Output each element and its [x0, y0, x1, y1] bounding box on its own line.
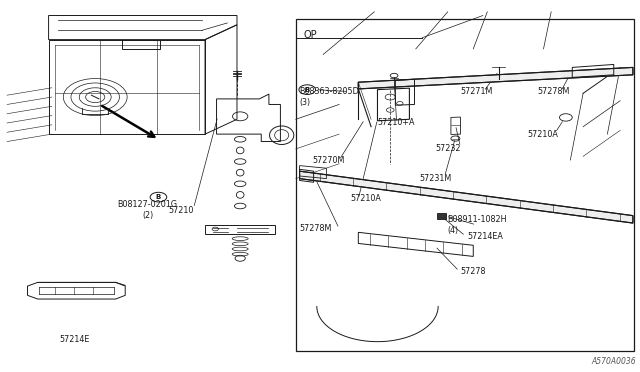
Text: B08363-8205D
(3): B08363-8205D (3) — [300, 87, 359, 107]
Text: 57271M: 57271M — [461, 87, 493, 96]
Text: 57278M: 57278M — [300, 224, 332, 233]
Text: A570A0036: A570A0036 — [591, 357, 636, 366]
Text: B08911-1082H
(4): B08911-1082H (4) — [448, 215, 508, 235]
Text: 57214EA: 57214EA — [467, 231, 503, 241]
Text: 57210A: 57210A — [351, 195, 381, 203]
Polygon shape — [358, 67, 633, 89]
Text: 57270M: 57270M — [312, 155, 345, 164]
Text: 57278M: 57278M — [537, 87, 570, 96]
Polygon shape — [300, 171, 633, 223]
Text: OP: OP — [303, 31, 317, 40]
Text: 57210: 57210 — [168, 206, 193, 215]
Text: 57214E: 57214E — [59, 335, 90, 344]
Bar — [437, 214, 446, 219]
Bar — [296, 19, 634, 351]
Text: B: B — [156, 194, 161, 200]
Text: B: B — [305, 87, 310, 93]
Text: 57278: 57278 — [461, 267, 486, 276]
Text: 57232: 57232 — [435, 144, 460, 153]
Text: 57231M: 57231M — [419, 174, 451, 183]
Text: 57210A: 57210A — [527, 129, 559, 139]
Text: 57210+A: 57210+A — [378, 119, 415, 128]
Text: B08127-0201G
(2): B08127-0201G (2) — [118, 201, 177, 220]
